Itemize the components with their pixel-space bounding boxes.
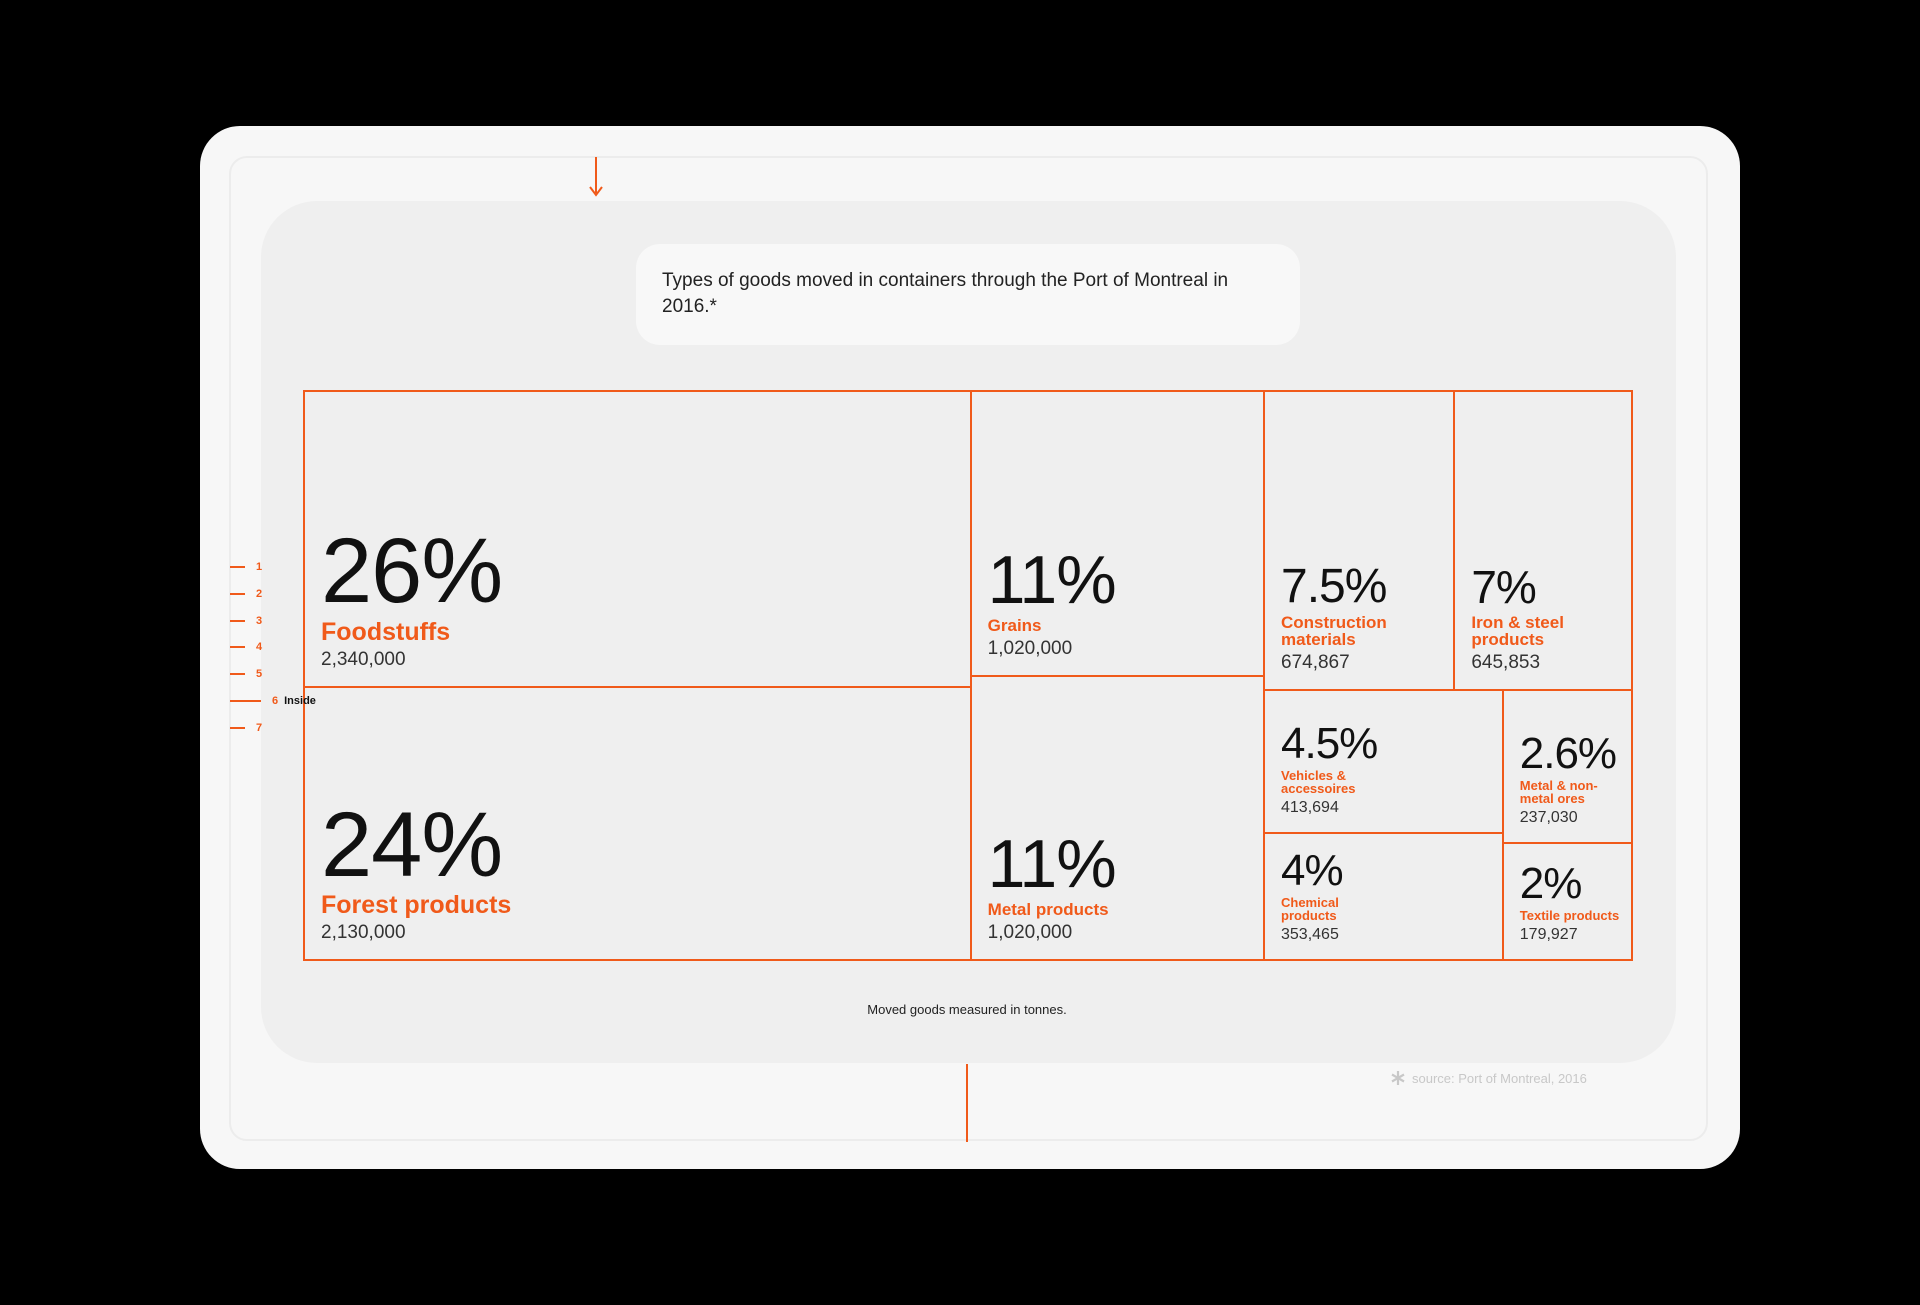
guide-number: 7 (256, 721, 263, 734)
percent-label: 11% (987, 541, 1117, 618)
guide-item: 2 (230, 588, 262, 600)
percent-label: 26% (321, 520, 503, 623)
guide-number: 6 (272, 695, 279, 707)
guide-dash (230, 566, 245, 568)
category-label: Metal products (987, 900, 1109, 919)
percent-label: 4% (1281, 846, 1344, 896)
tonnes-label: 1,020,000 (987, 637, 1073, 659)
tonnes-label: 1,020,000 (987, 922, 1073, 943)
percent-label: 11% (987, 826, 1117, 903)
guide-item: 1 (230, 561, 262, 573)
category-label: Chemical products (1281, 894, 1339, 923)
guide-dash (230, 619, 245, 622)
guide-item: 3 (230, 615, 262, 627)
category-label: Iron & steel products (1471, 612, 1564, 649)
asterisk-icon (1391, 1071, 1405, 1085)
tonnes-label: 413,694 (1281, 798, 1339, 816)
category-label: Construction materials (1281, 612, 1387, 649)
percent-label: 7.5% (1281, 560, 1387, 614)
tonnes-label: 645,853 (1471, 651, 1541, 673)
category-label: Metal & non-metal ores (1519, 777, 1598, 806)
percent-label: 24% (321, 793, 503, 896)
treemap-cell: 11% Grains 1,020,000 (969, 390, 1265, 677)
tonnes-label: 674,867 (1281, 651, 1350, 673)
guide-number: 2 (256, 587, 263, 600)
treemap-cell: 7.5% Construction materials 674,867 (1263, 390, 1456, 691)
treemap-cell: 11% Metal products 1,020,000 (969, 674, 1265, 961)
guide-line (966, 1064, 968, 1142)
source-text: source: Port of Montreal, 2016 (1412, 1070, 1587, 1086)
guide-item: 7 (230, 722, 262, 734)
treemap-cell: 4.5% Vehicles & accessoires 413,694 (1263, 688, 1504, 834)
guide-number: 5 (256, 668, 263, 681)
treemap-cell: 2.6% Metal & non-metal ores 237,030 (1501, 688, 1633, 844)
device-inner-border (229, 156, 1708, 1141)
treemap-cell: 2% Textile products 179,927 (1501, 841, 1633, 961)
category-label: Grains (987, 615, 1042, 635)
percent-label: 2.6% (1519, 728, 1617, 778)
category-label: Textile products (1519, 907, 1620, 923)
percent-label: 7% (1471, 561, 1536, 614)
tonnes-label: 237,030 (1519, 808, 1578, 826)
tonnes-label: 353,465 (1281, 925, 1339, 943)
treemap-cell: 4% Chemical products 353,465 (1263, 831, 1504, 961)
treemap-cell: 26% Foodstuffs 2,340,000 (303, 390, 972, 688)
guide-number: 1 (256, 561, 263, 573)
guide-item: 5 (230, 668, 262, 680)
treemap-cell: 24% Forest products 2,130,000 (303, 685, 972, 961)
guide-dash (230, 726, 245, 729)
treemap-cell: 7% Iron & steel products 645,853 (1453, 390, 1633, 691)
guide-note: Inside (284, 695, 316, 707)
treemap: 26% Foodstuffs 2,340,000 24% Forest products… (303, 390, 1633, 961)
guide-arrow (589, 157, 603, 197)
percent-label: 4.5% (1281, 719, 1378, 769)
guide-item: 4 (230, 641, 262, 653)
chart-note: Moved goods measured in tonnes. (867, 1002, 1067, 1017)
tonnes-label: 2,130,000 (321, 921, 406, 943)
chart-title: Types of goods moved in containers throu… (636, 244, 1300, 345)
guide-dash (230, 646, 245, 649)
category-label: Foodstuffs (321, 617, 451, 646)
guide-item: 6 Inside (230, 695, 316, 707)
tonnes-label: 2,340,000 (321, 648, 406, 670)
guide-dash (230, 673, 245, 676)
percent-label: 2% (1519, 859, 1583, 909)
guide-number: 4 (256, 641, 263, 654)
source: source: Port of Montreal, 2016 (1390, 1070, 1587, 1086)
guide-dash (230, 592, 245, 595)
tonnes-label: 179,927 (1519, 925, 1578, 943)
guide-dash (230, 700, 261, 702)
category-label: Vehicles & accessoires (1281, 767, 1356, 796)
guide-number: 3 (256, 614, 263, 627)
category-label: Forest products (321, 890, 512, 919)
